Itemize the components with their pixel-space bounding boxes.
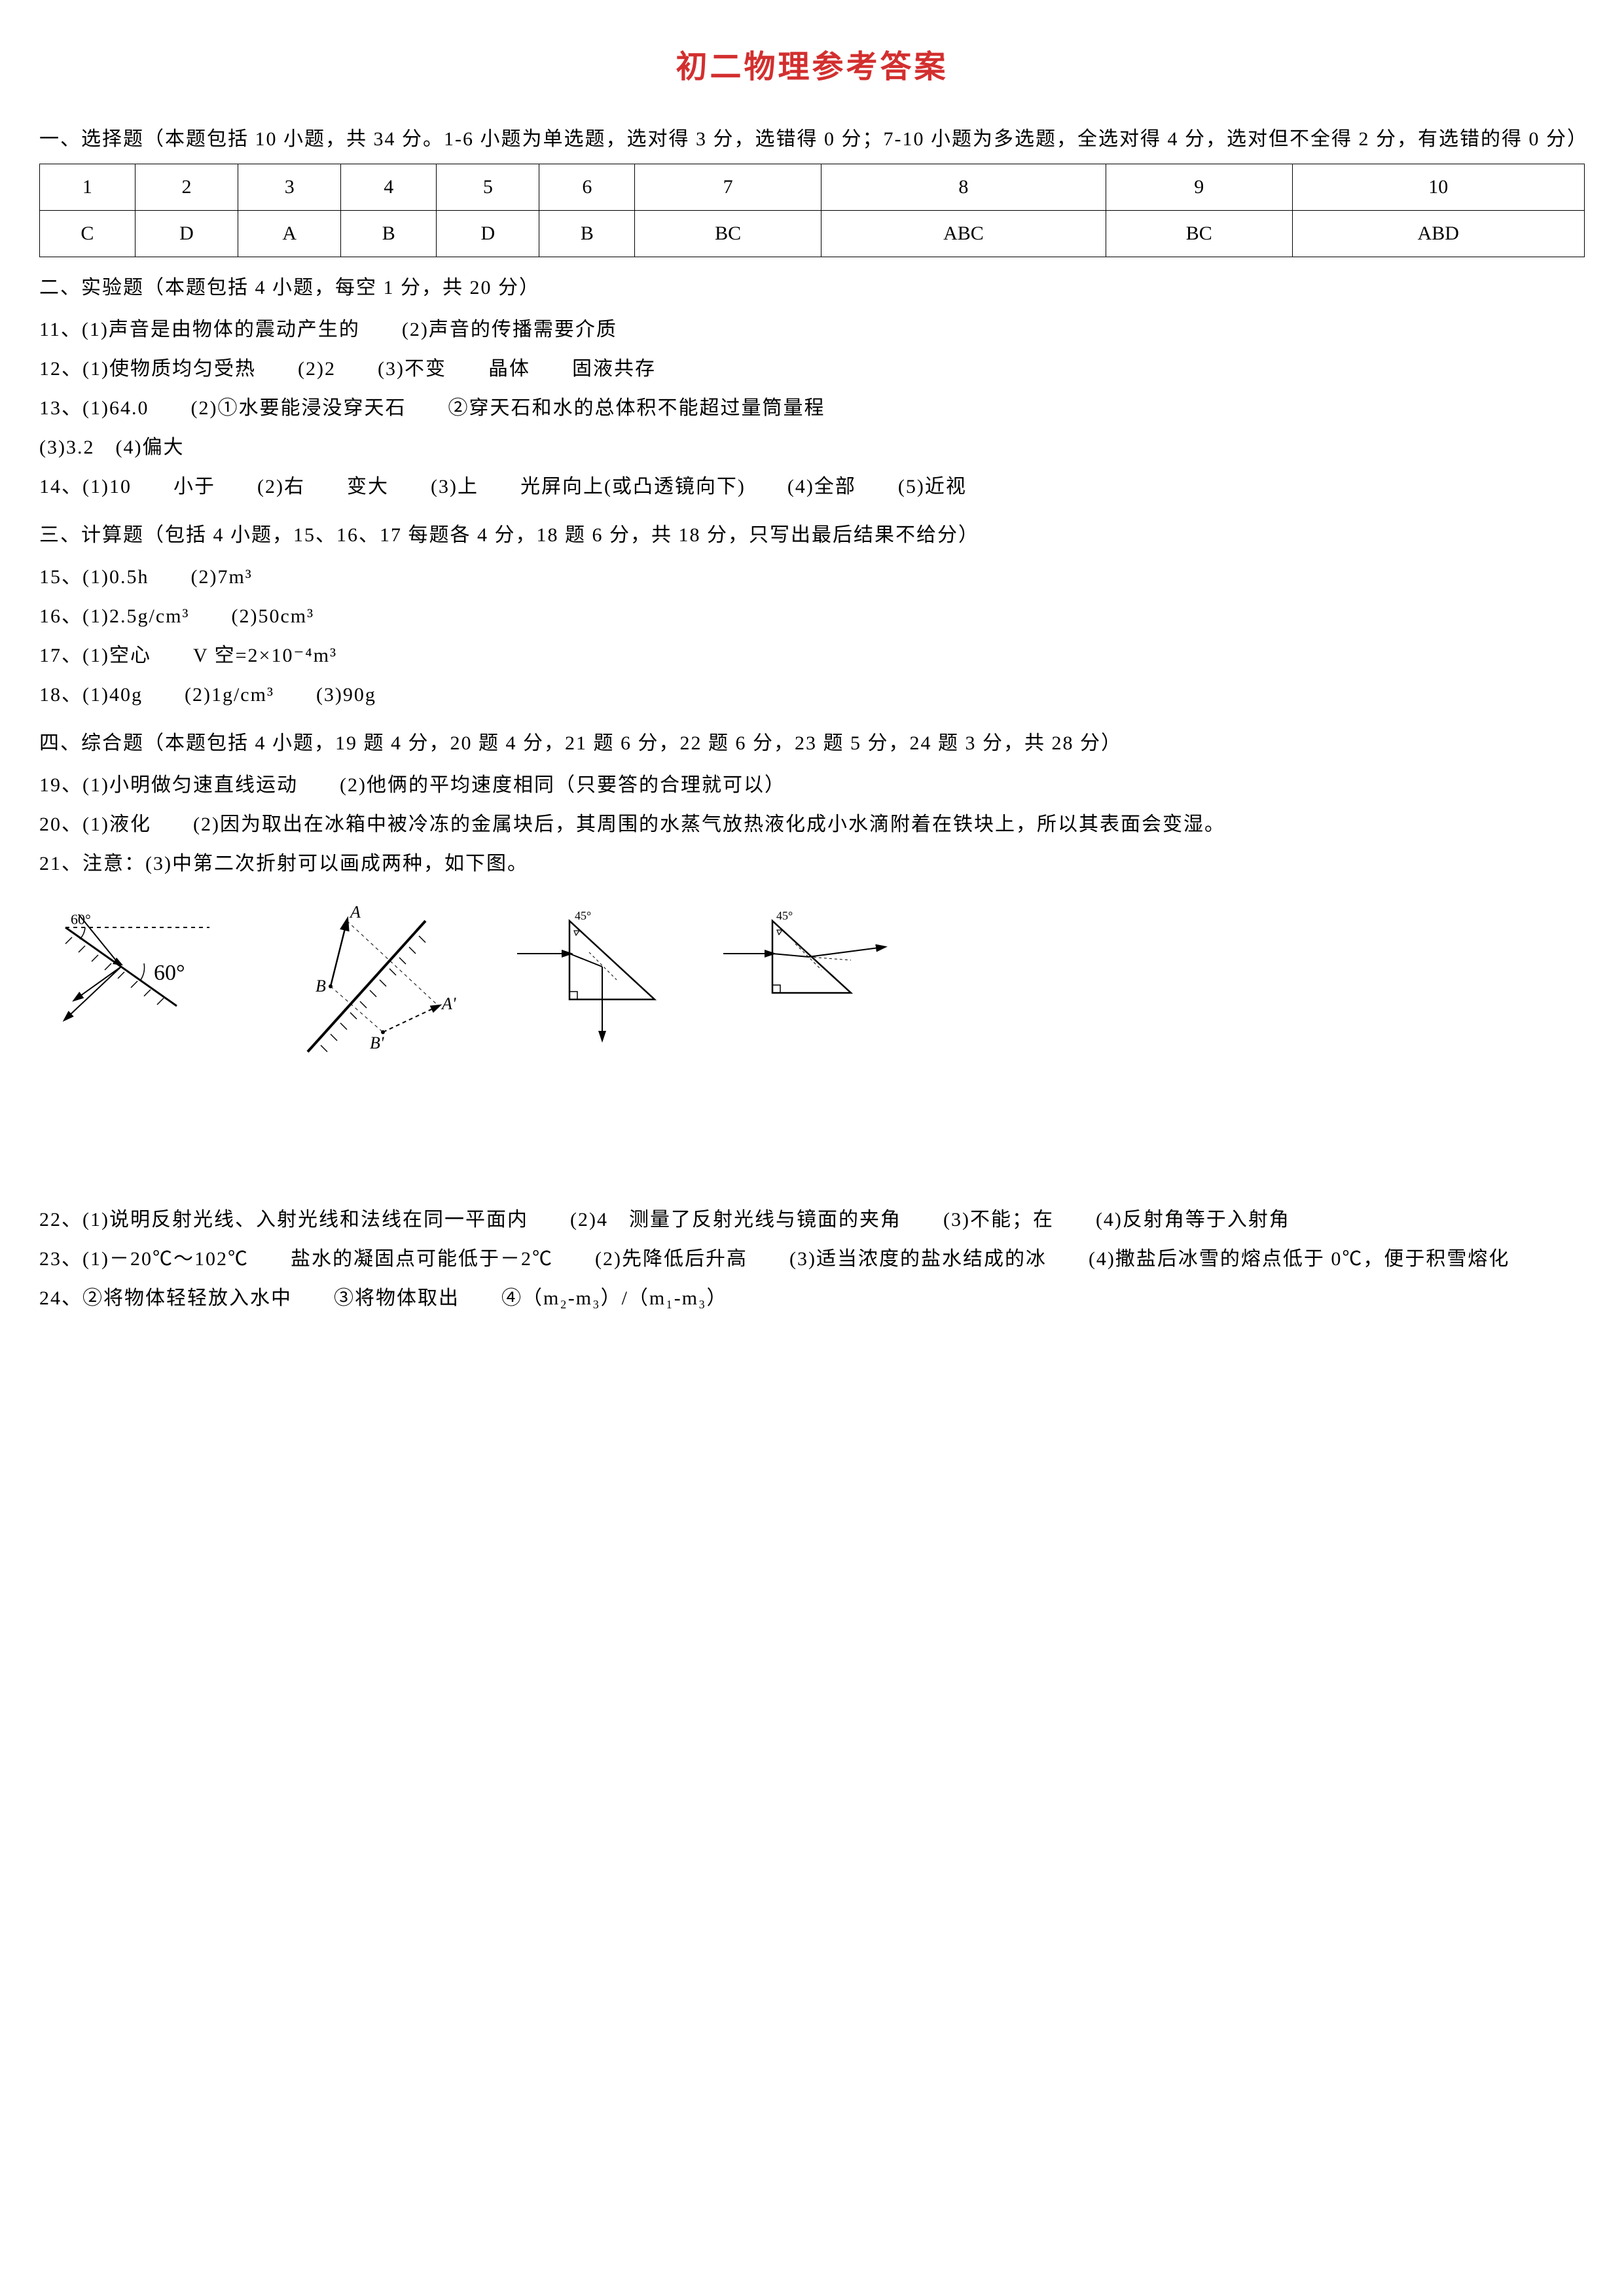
diagram-row: 60° 60° bbox=[39, 901, 1585, 1071]
th-1: 1 bbox=[40, 164, 135, 211]
q22: 22、(1)说明反射光线、入射光线和法线在同一平面内 (2)4 测量了反射光线与… bbox=[39, 1202, 1585, 1238]
ans-1: C bbox=[40, 211, 135, 257]
q13a: 13、(1)64.0 (2)①水要能浸没穿天石 ②穿天石和水的总体积不能超过量筒… bbox=[39, 391, 1585, 426]
ans-3: A bbox=[238, 211, 341, 257]
q20: 20、(1)液化 (2)因为取出在冰箱中被冷冻的金属块后，其周围的水蒸气放热液化… bbox=[39, 807, 1585, 842]
page-title: 初二物理参考答案 bbox=[39, 39, 1585, 96]
angle-45-b: 45° bbox=[776, 909, 793, 922]
th-3: 3 bbox=[238, 164, 341, 211]
q24: 24、②将物体轻轻放入水中 ③将物体取出 ④（m₂-m₃）/（m₁-m₃） bbox=[39, 1281, 1585, 1316]
q23: 23、(1)－20℃～102℃ 盐水的凝固点可能低于－2℃ (2)先降低后升高 … bbox=[39, 1242, 1585, 1277]
th-4: 4 bbox=[341, 164, 437, 211]
ans-10: ABD bbox=[1292, 211, 1584, 257]
q16: 16、(1)2.5g/cm³ (2)50cm³ bbox=[39, 599, 1585, 634]
q17: 17、(1)空心 V 空=2×10⁻⁴m³ bbox=[39, 638, 1585, 673]
answer-table: 1 2 3 4 5 6 7 8 9 10 C D A B D B BC ABC … bbox=[39, 164, 1585, 257]
th-6: 6 bbox=[539, 164, 635, 211]
diagram-4: 45° bbox=[720, 901, 890, 1032]
angle-45-a: 45° bbox=[575, 909, 591, 922]
ans-7: BC bbox=[635, 211, 821, 257]
label-Bp: B' bbox=[370, 1033, 384, 1052]
q13b: (3)3.2 (4)偏大 bbox=[39, 430, 1585, 465]
th-7: 7 bbox=[635, 164, 821, 211]
ans-5: D bbox=[437, 211, 539, 257]
table-row: 1 2 3 4 5 6 7 8 9 10 bbox=[40, 164, 1585, 211]
section3-desc: 三、计算题（包括 4 小题，15、16、17 每题各 4 分，18 题 6 分，… bbox=[39, 518, 1585, 553]
q11: 11、(1)声音是由物体的震动产生的 (2)声音的传播需要介质 bbox=[39, 312, 1585, 348]
section2-desc: 二、实验题（本题包括 4 小题，每空 1 分，共 20 分） bbox=[39, 270, 1585, 306]
label-Ap: A' bbox=[441, 994, 456, 1013]
th-10: 10 bbox=[1292, 164, 1584, 211]
table-row: C D A B D B BC ABC BC ABD bbox=[40, 211, 1585, 257]
th-2: 2 bbox=[135, 164, 238, 211]
section1-desc: 一、选择题（本题包括 10 小题，共 34 分。1-6 小题为单选题，选对得 3… bbox=[39, 122, 1585, 157]
q15: 15、(1)0.5h (2)7m³ bbox=[39, 560, 1585, 595]
diagram-1: 60° 60° bbox=[39, 901, 236, 1045]
th-5: 5 bbox=[437, 164, 539, 211]
q18: 18、(1)40g (2)1g/cm³ (3)90g bbox=[39, 677, 1585, 713]
diagram-2: A B A' B' bbox=[275, 901, 471, 1071]
q12: 12、(1)使物质均匀受热 (2)2 (3)不变 晶体 固液共存 bbox=[39, 351, 1585, 387]
angle-60-small: 60° bbox=[71, 911, 91, 927]
th-9: 9 bbox=[1106, 164, 1292, 211]
label-B: B bbox=[316, 977, 326, 996]
ans-4: B bbox=[341, 211, 437, 257]
ans-2: D bbox=[135, 211, 238, 257]
ans-8: ABC bbox=[821, 211, 1106, 257]
q14: 14、(1)10 小于 (2)右 变大 (3)上 光屏向上(或凸透镜向下) (4… bbox=[39, 469, 1585, 505]
label-A: A bbox=[349, 903, 361, 922]
angle-60-big: 60° bbox=[154, 961, 185, 985]
th-8: 8 bbox=[821, 164, 1106, 211]
ans-6: B bbox=[539, 211, 635, 257]
q19: 19、(1)小明做匀速直线运动 (2)他俩的平均速度相同（只要答的合理就可以） bbox=[39, 768, 1585, 803]
diagram-3: 45° bbox=[511, 901, 681, 1045]
q21: 21、注意：(3)中第二次折射可以画成两种，如下图。 bbox=[39, 846, 1585, 882]
ans-9: BC bbox=[1106, 211, 1292, 257]
section4-desc: 四、综合题（本题包括 4 小题，19 题 4 分，20 题 4 分，21 题 6… bbox=[39, 726, 1585, 761]
